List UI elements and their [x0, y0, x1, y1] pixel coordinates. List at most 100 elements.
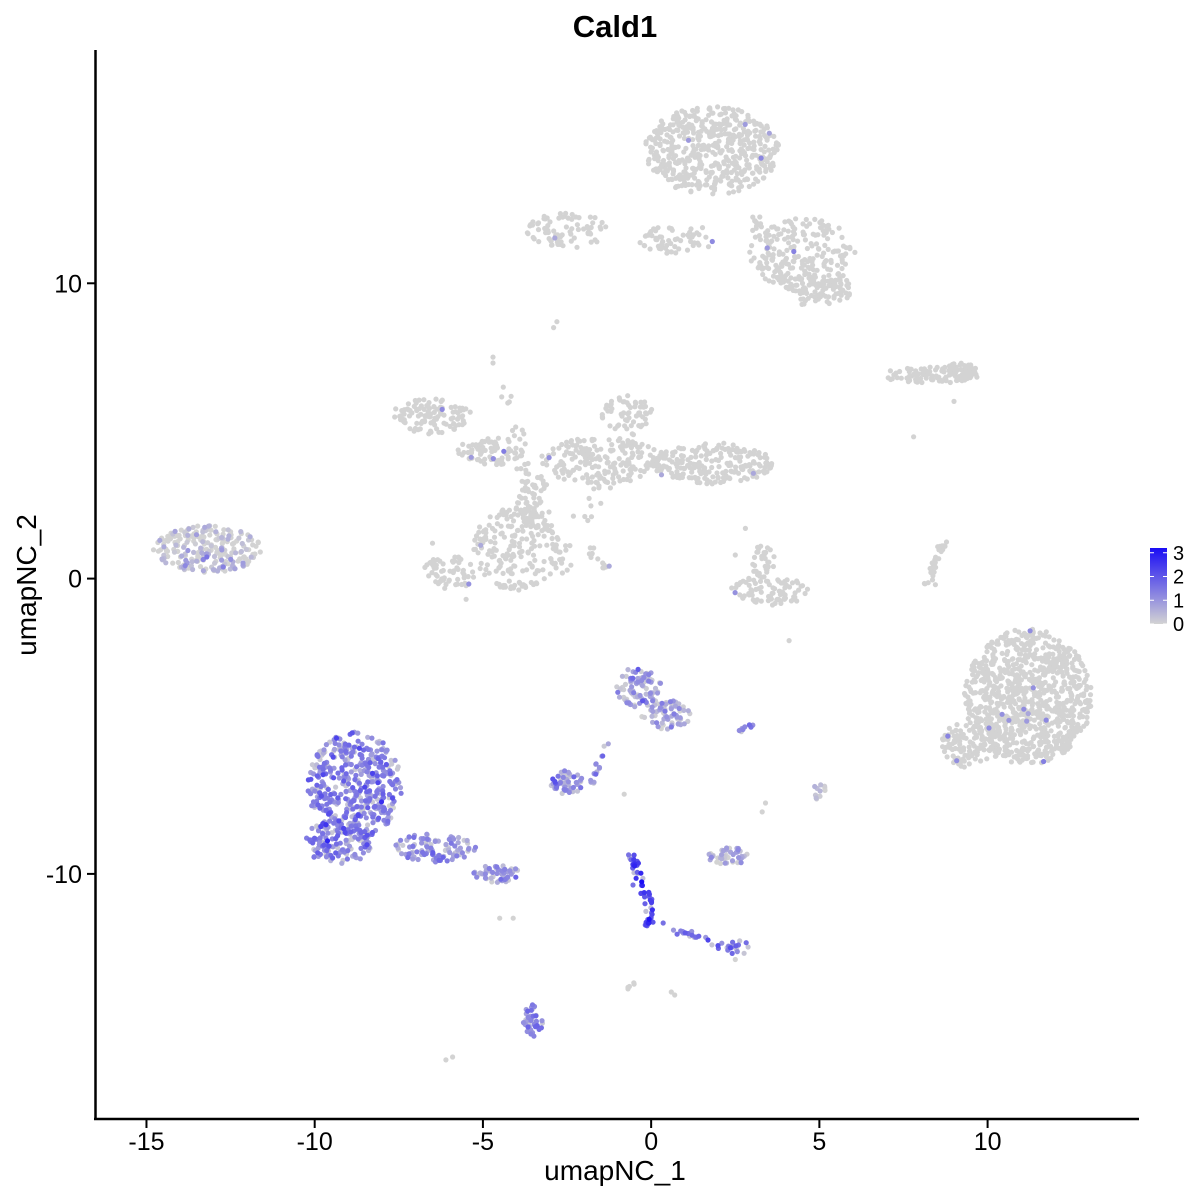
scatter-point: [793, 216, 799, 222]
scatter-point: [749, 592, 755, 598]
scatter-point: [763, 238, 769, 244]
scatter-point: [369, 751, 375, 757]
scatter-point: [764, 469, 770, 475]
scatter-point: [532, 557, 538, 563]
scatter-point: [685, 708, 691, 714]
scatter-point: [625, 458, 631, 464]
scatter-point: [467, 409, 473, 415]
scatter-point: [785, 228, 791, 234]
scatter-point: [575, 226, 582, 233]
scatter-point: [1060, 700, 1066, 707]
scatter-point: [690, 125, 696, 131]
scatter-point: [511, 539, 517, 546]
scatter-point: [539, 1018, 545, 1024]
scatter-point: [374, 789, 380, 795]
scatter-point: [983, 705, 989, 711]
scatter-point: [546, 509, 552, 515]
scatter-point: [636, 423, 642, 429]
scatter-point: [1044, 730, 1050, 736]
scatter-point: [802, 590, 808, 597]
scatter-point: [540, 460, 546, 467]
scatter-point: [1072, 701, 1078, 707]
scatter-point: [972, 365, 979, 371]
scatter-point: [1071, 726, 1078, 732]
scatter-point: [603, 224, 609, 230]
scatter-point: [751, 255, 757, 261]
scatter-point: [528, 512, 534, 518]
scatter-point: [335, 770, 341, 776]
scatter-point: [345, 848, 351, 854]
scatter-point: [1030, 759, 1036, 765]
scatter-point: [551, 561, 557, 567]
scatter-point: [524, 567, 530, 573]
scatter-point: [678, 928, 684, 934]
scatter-point: [792, 276, 798, 282]
scatter-point: [341, 825, 347, 832]
scatter-point: [640, 698, 646, 704]
scatter-point: [734, 949, 740, 955]
scatter-point: [362, 784, 368, 790]
scatter-point: [630, 452, 636, 458]
scatter-point: [697, 159, 703, 165]
scatter-point: [702, 441, 709, 447]
scatter-point: [755, 452, 761, 458]
scatter-point: [1056, 638, 1062, 644]
scatter-point: [429, 570, 435, 576]
scatter-point: [348, 829, 354, 835]
scatter-point: [642, 233, 649, 239]
scatter-point: [762, 255, 768, 261]
scatter-point: [592, 215, 598, 221]
scatter-point: [483, 566, 489, 573]
scatter-point: [199, 550, 205, 556]
scatter-point: [193, 532, 200, 538]
scatter-point: [405, 401, 411, 407]
scatter-point: [979, 660, 985, 666]
scatter-point: [321, 760, 327, 766]
scatter-point: [757, 237, 764, 243]
scatter-point: [623, 673, 629, 680]
scatter-point: [647, 690, 654, 696]
scatter-point: [630, 439, 636, 445]
scatter-point: [568, 238, 574, 244]
scatter-point: [802, 271, 808, 278]
scatter-point: [466, 581, 472, 587]
scatter-point: [660, 121, 666, 127]
scatter-point: [615, 689, 621, 695]
scatter-point: [659, 700, 665, 706]
scatter-point: [444, 858, 450, 864]
scatter-point: [1001, 704, 1007, 710]
scatter-point: [999, 650, 1005, 657]
scatter-point: [325, 830, 331, 836]
scatter-point: [616, 474, 622, 480]
scatter-point: [1039, 667, 1045, 673]
scatter-point: [508, 393, 514, 399]
scatter-point: [687, 113, 693, 120]
scatter-point: [524, 519, 530, 525]
scatter-point: [672, 236, 678, 243]
scatter-point: [638, 399, 644, 405]
scatter-point: [730, 137, 736, 143]
scatter-point: [645, 158, 652, 164]
scatter-point: [1046, 651, 1052, 657]
scatter-point: [983, 716, 989, 722]
scatter-point: [407, 426, 413, 432]
scatter-point: [243, 546, 249, 553]
scatter-point: [616, 456, 622, 462]
scatter-point: [755, 549, 761, 555]
scatter-point: [240, 560, 246, 566]
scatter-point: [410, 856, 416, 862]
scatter-point: [753, 133, 759, 139]
scatter-point: [513, 424, 519, 430]
scatter-point: [1084, 683, 1090, 690]
scatter-point: [705, 147, 712, 153]
scatter-point: [668, 240, 674, 247]
scatter-point: [738, 477, 744, 484]
scatter-point: [984, 756, 990, 762]
scatter-point: [979, 736, 985, 743]
scatter-point: [824, 299, 830, 305]
scatter-point: [369, 829, 376, 836]
scatter-point: [1020, 745, 1026, 751]
scatter-point: [489, 549, 495, 555]
scatter-point: [721, 117, 727, 123]
scatter-point: [432, 838, 438, 845]
